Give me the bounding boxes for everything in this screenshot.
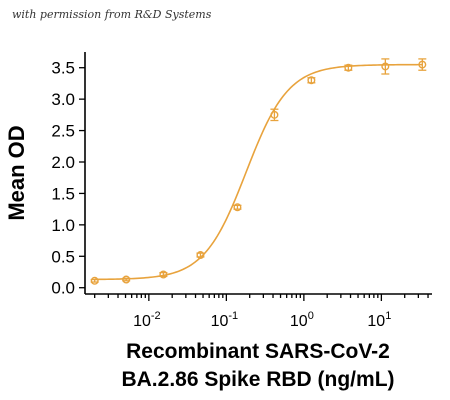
x-axis-label-line-2: BA.2.86 Spike RBD (ng/mL) xyxy=(121,368,394,391)
y-tick-label: 0.5 xyxy=(51,247,75,266)
data-point xyxy=(307,76,316,85)
data-point-group xyxy=(159,270,168,279)
y-tick-label: 1.5 xyxy=(51,184,75,203)
y-tick-label: 0.0 xyxy=(51,279,75,298)
y-tick-label: 2.0 xyxy=(51,153,75,172)
axes xyxy=(84,52,432,295)
data-point-group xyxy=(122,275,131,284)
data-point xyxy=(381,62,390,71)
y-tick-label: 3.0 xyxy=(51,90,75,109)
data-point xyxy=(418,60,427,69)
data-point-group xyxy=(270,108,279,122)
plot-area xyxy=(90,58,427,285)
x-tick-label: 10-2 xyxy=(133,310,161,330)
data-point xyxy=(122,275,131,284)
data-point-group xyxy=(90,276,99,285)
y-axis-label: Mean OD xyxy=(4,125,29,220)
x-tick-label: 100 xyxy=(290,310,314,330)
data-point-group xyxy=(233,203,242,212)
x-tick-label: 101 xyxy=(367,310,391,330)
credit-text: with permission from R&D Systems xyxy=(12,8,212,21)
data-point-group xyxy=(344,63,353,72)
x-axis-label-line-1: Recombinant SARS-CoV-2 xyxy=(126,340,390,363)
x-ticks: 10-2 10-1 100 101 xyxy=(94,294,429,330)
y-tick-label: 1.0 xyxy=(51,216,75,235)
y-tick-label: 3.5 xyxy=(51,59,75,78)
data-point xyxy=(196,251,205,260)
x-tick-label: 10-1 xyxy=(211,310,239,330)
data-point xyxy=(344,63,353,72)
data-point xyxy=(270,110,279,119)
data-point-group xyxy=(381,58,390,75)
fit-curve xyxy=(94,63,423,281)
data-point-group xyxy=(196,251,205,260)
data-point xyxy=(233,203,242,212)
data-point xyxy=(159,270,168,279)
y-tick-label: 2.5 xyxy=(51,122,75,141)
data-point-group xyxy=(418,58,427,71)
data-point-group xyxy=(307,76,316,85)
data-point xyxy=(90,276,99,285)
y-ticks: 0.0 0.5 1.0 1.5 2.0 2.5 3.0 3.5 xyxy=(51,59,85,298)
